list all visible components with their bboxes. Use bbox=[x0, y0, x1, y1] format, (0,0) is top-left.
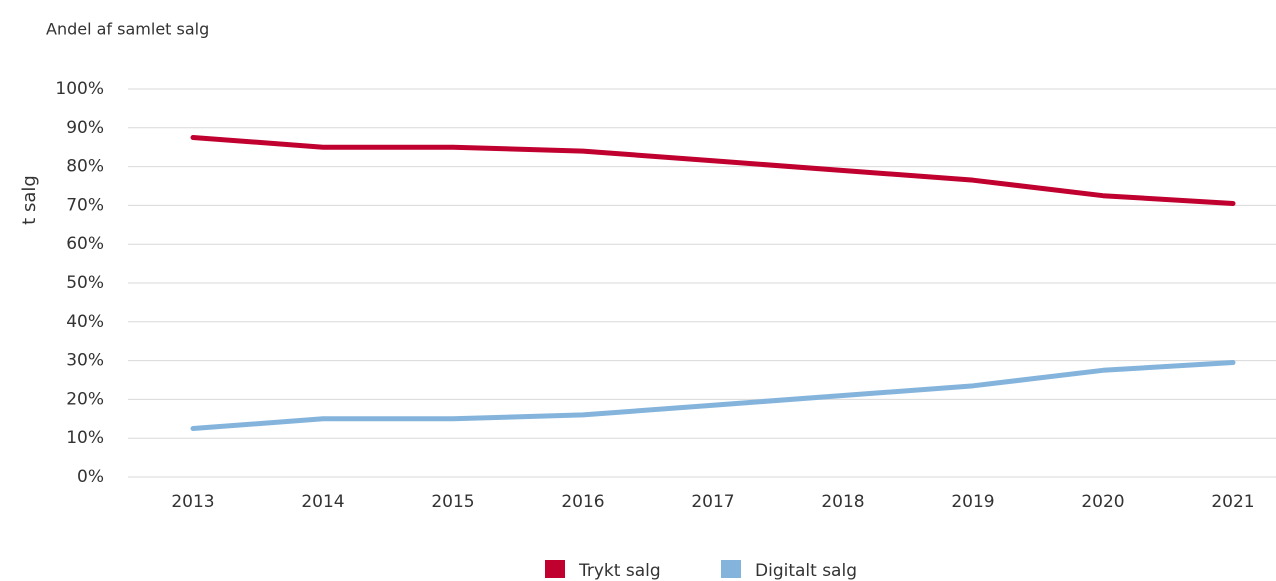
y-tick-label: 80% bbox=[66, 157, 104, 177]
y-tick-label: 60% bbox=[66, 234, 104, 254]
x-tick-label: 2014 bbox=[301, 492, 344, 512]
legend-label: Trykt salg bbox=[578, 561, 661, 581]
legend-label: Digitalt salg bbox=[755, 561, 857, 581]
y-tick-label: 20% bbox=[66, 389, 104, 409]
x-tick-label: 2015 bbox=[431, 492, 474, 512]
y-tick-label: 90% bbox=[66, 118, 104, 138]
y-axis-label: t salg bbox=[19, 175, 40, 225]
data-line bbox=[190, 360, 1236, 431]
y-tick-label: 30% bbox=[66, 351, 104, 371]
data-line bbox=[190, 135, 1236, 206]
x-tick-label: 2019 bbox=[951, 492, 994, 512]
chart-title: Andel af samlet salg bbox=[46, 20, 209, 39]
y-tick-label: 40% bbox=[66, 312, 104, 332]
y-tick-label: 0% bbox=[77, 467, 104, 487]
y-tick-label: 70% bbox=[66, 195, 104, 215]
x-tick-label: 2016 bbox=[561, 492, 604, 512]
y-tick-label: 10% bbox=[66, 428, 104, 448]
x-tick-label: 2020 bbox=[1081, 492, 1124, 512]
y-tick-label: 50% bbox=[66, 273, 104, 293]
x-tick-label: 2017 bbox=[691, 492, 734, 512]
legend-swatch bbox=[545, 560, 565, 578]
x-tick-label: 2013 bbox=[171, 492, 214, 512]
x-tick-label: 2021 bbox=[1211, 492, 1254, 512]
x-tick-label: 2018 bbox=[821, 492, 864, 512]
y-tick-label: 100% bbox=[55, 79, 104, 99]
legend-swatch bbox=[721, 560, 741, 578]
